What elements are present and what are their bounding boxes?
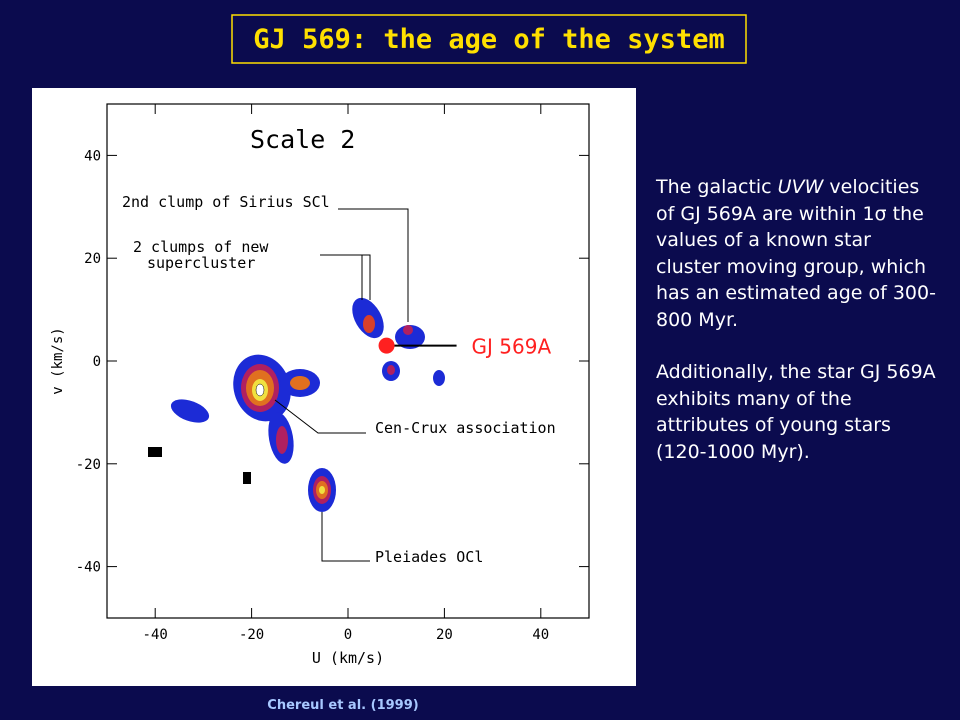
x-tick-label: 20 <box>436 627 453 643</box>
x-tick-label: -20 <box>239 627 264 643</box>
text: σ <box>874 202 887 225</box>
x-tick-label: 0 <box>344 627 352 643</box>
caption: Chereul et al. (1999) <box>267 698 418 713</box>
y-tick-label: -40 <box>76 560 101 576</box>
contour-blob <box>290 376 310 390</box>
paragraph: The galactic UVW velocities of GJ 569A a… <box>656 174 938 333</box>
contour-blob <box>387 365 395 375</box>
leader-line <box>320 254 371 300</box>
x-axis-label: U (km/s) <box>312 649 384 667</box>
y-tick-label: 40 <box>84 148 101 164</box>
panel-title: Scale 2 <box>250 125 355 154</box>
contour-blob <box>363 315 375 333</box>
paragraph: Additionally, the star GJ 569A exhibits … <box>656 361 936 463</box>
slide-title: GJ 569: the age of the system <box>253 24 724 55</box>
annotation-leaders <box>274 208 409 562</box>
contour-blob <box>148 447 162 457</box>
star-marker <box>378 337 395 354</box>
body-text: The galactic UVW velocities of GJ 569A a… <box>656 174 938 491</box>
leader-line <box>321 512 370 562</box>
text: the values of a known star cluster movin… <box>656 202 936 331</box>
contour-blob <box>276 426 288 454</box>
x-tick-label: -40 <box>143 627 168 643</box>
leader-line <box>338 208 409 322</box>
text: The galactic <box>656 176 778 198</box>
y-tick-label: 20 <box>84 251 101 267</box>
annotation: 2nd clump of Sirius SCl <box>122 193 330 211</box>
contour-blob <box>319 486 325 494</box>
annotation: Cen-Crux association <box>375 419 556 437</box>
contour-blob <box>395 325 425 349</box>
contour-blob <box>243 472 251 484</box>
x-tick-label: 40 <box>532 627 549 643</box>
annotation: supercluster <box>147 254 255 272</box>
contour-blob <box>433 370 445 386</box>
figure: Scale 2 <box>32 88 636 686</box>
annotation: 2 clumps of new <box>133 238 269 256</box>
contour-blob <box>255 383 265 397</box>
y-axis-label: v (km/s) <box>50 327 66 394</box>
annotation: Pleiades OCl <box>375 548 483 566</box>
y-tick-label: 0 <box>93 354 101 370</box>
text: velocities of GJ 569A are within 1 <box>656 176 920 225</box>
figure-background <box>32 88 636 686</box>
leader-line <box>274 399 366 434</box>
contour-blob <box>170 399 210 423</box>
contour-map <box>148 297 445 512</box>
text: UVW <box>777 176 824 198</box>
y-tick-label: -20 <box>76 457 101 473</box>
contour-blob <box>403 325 413 335</box>
marker-label: GJ 569A <box>472 335 552 359</box>
title-box <box>231 14 747 64</box>
